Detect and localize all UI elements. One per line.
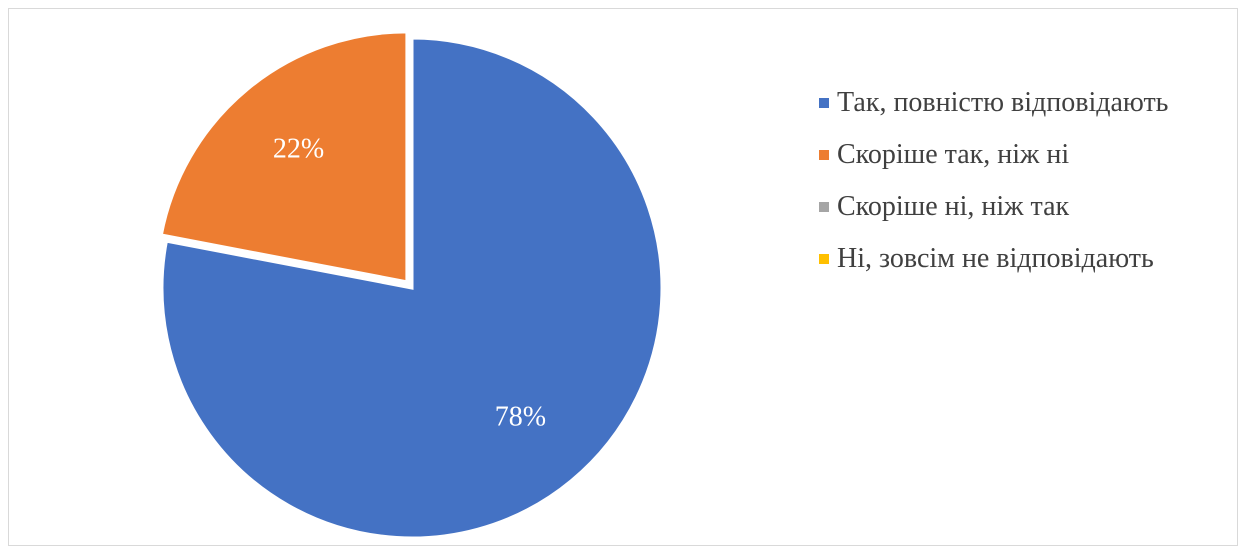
legend-label-2: Скоріше так, ніж ні [837,139,1070,170]
pie-slice-2 [159,30,409,284]
legend-item-1: Так, повністю відповідають [819,77,1168,129]
legend-item-2: Скоріше так, ніж ні [819,129,1168,181]
legend: Так, повністю відповідають Скоріше так, н… [819,77,1168,285]
legend-item-4: Ні, зовсім не відповідають [819,233,1168,285]
legend-item-3: Скоріше ні, ніж так [819,181,1168,233]
pie-chart: 78% 22% [159,30,664,540]
data-label-2: 22% [273,133,324,164]
pie-slice-1 [160,36,664,540]
chart-area: 78% 22% Так, повністю відповідають Скоріше… [8,8,1238,546]
legend-swatch-2 [819,150,829,160]
legend-label-3: Скоріше ні, ніж так [837,191,1070,222]
legend-swatch-4 [819,254,829,264]
data-label-1: 78% [495,401,546,432]
legend-label-4: Ні, зовсім не відповідають [837,243,1154,274]
legend-swatch-1 [819,98,829,108]
legend-label-1: Так, повністю відповідають [837,87,1169,118]
legend-swatch-3 [819,202,829,212]
